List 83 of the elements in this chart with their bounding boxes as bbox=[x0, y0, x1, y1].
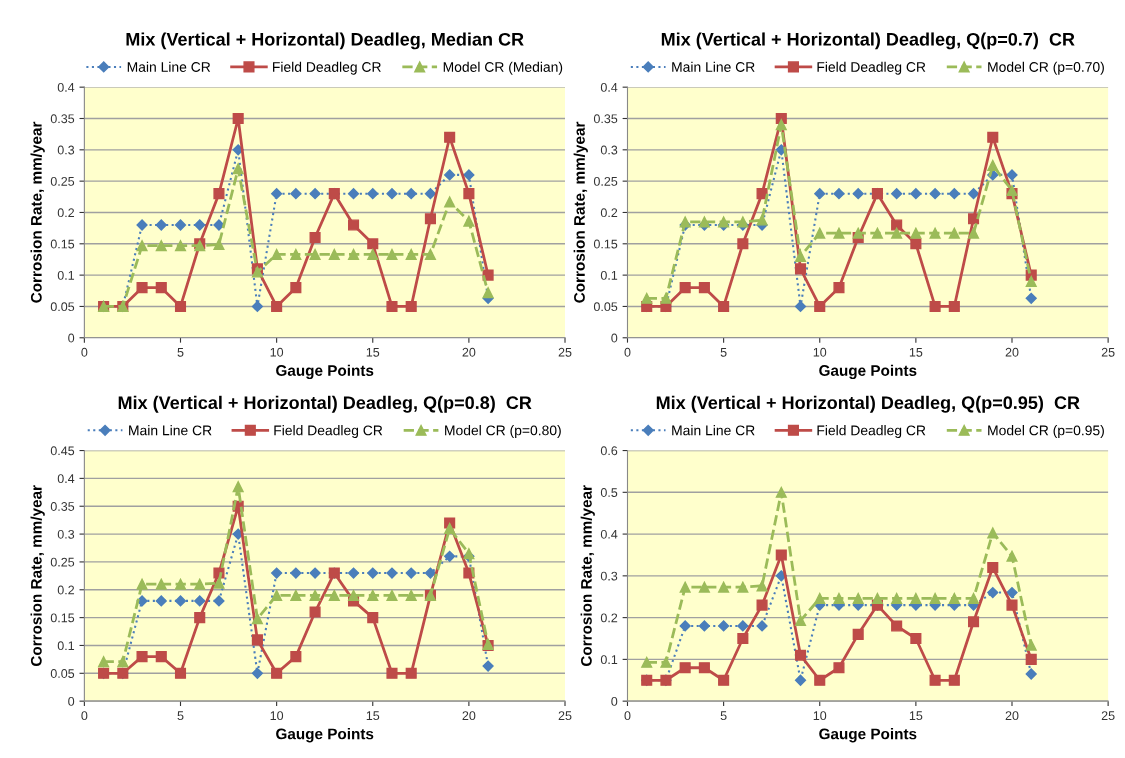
y-tick-label: 0.4 bbox=[57, 474, 75, 484]
y-tick-label: 0.35 bbox=[50, 114, 75, 124]
x-tick-label: 0 bbox=[624, 711, 631, 721]
y-axis-title: Corrosion Rate, mm/year bbox=[580, 485, 595, 667]
chart-title: Mix (Vertical + Horizontal) Deadleg, Q(p=0.7) CR bbox=[661, 32, 1075, 50]
x-tick-label: 20 bbox=[462, 347, 476, 357]
y-axis-title: Corrosion Rate, mm/year bbox=[30, 121, 45, 303]
y-tick-label: 0.3 bbox=[57, 529, 75, 539]
chart-title: Mix (Vertical + Horizontal) Deadleg, Q(p=0.8) CR bbox=[118, 395, 532, 413]
x-tick-label: 25 bbox=[558, 711, 572, 721]
x-tick-label: 25 bbox=[1101, 347, 1115, 357]
x-axis-title: Gauge Points bbox=[819, 728, 917, 743]
x-tick-label: 10 bbox=[813, 711, 827, 721]
y-tick-label: 0.25 bbox=[593, 176, 618, 186]
x-tick-label: 15 bbox=[366, 711, 380, 721]
y-tick-label: 0.15 bbox=[593, 239, 618, 249]
y-tick-label: 0.45 bbox=[50, 446, 75, 456]
x-tick-label: 0 bbox=[624, 347, 631, 357]
chart-title: Mix (Vertical + Horizontal) Deadleg, Median CR bbox=[126, 32, 524, 50]
y-tick-label: 0.3 bbox=[600, 145, 618, 155]
chart-title: Mix (Vertical + Horizontal) Deadleg, Q(p=0.95) CR bbox=[656, 395, 1080, 413]
y-tick-label: 0.4 bbox=[57, 82, 75, 92]
y-tick-label: 0.2 bbox=[600, 613, 618, 623]
legend-label: Main Line CR bbox=[672, 425, 755, 436]
legend-label: Model CR (p=0.70) bbox=[988, 61, 1104, 75]
legend-label: Field Deadleg CR bbox=[817, 425, 926, 439]
x-axis-title: Gauge Points bbox=[276, 728, 374, 743]
legend-label: Model CR (p=0.95) bbox=[988, 425, 1104, 439]
y-tick-label: 0.05 bbox=[593, 302, 618, 312]
y-tick-label: 0.2 bbox=[57, 208, 75, 218]
x-tick-label: 10 bbox=[270, 711, 284, 721]
y-tick-label: 0.15 bbox=[50, 613, 75, 623]
x-tick-label: 10 bbox=[270, 347, 284, 357]
x-tick-label: 5 bbox=[177, 347, 184, 357]
y-tick-label: 0.1 bbox=[600, 655, 618, 665]
y-tick-label: 0.5 bbox=[600, 488, 618, 497]
legend-label: Main Line CR bbox=[129, 425, 212, 436]
legend-label: Main Line CR bbox=[127, 61, 211, 72]
y-tick-label: 0.3 bbox=[600, 571, 618, 581]
y-tick-label: 0.35 bbox=[593, 114, 618, 124]
y-tick-label: 0.05 bbox=[50, 669, 75, 678]
y-tick-label: 0.2 bbox=[600, 208, 618, 218]
x-tick-label: 15 bbox=[366, 347, 380, 357]
x-tick-label: 5 bbox=[720, 711, 727, 721]
x-tick-label: 25 bbox=[1101, 711, 1115, 721]
y-tick-label: 0 bbox=[68, 333, 75, 343]
legend-label: Field Deadleg CR bbox=[274, 425, 383, 439]
y-tick-label: 0.4 bbox=[600, 529, 618, 539]
legend-label: Model CR (p=0.80) bbox=[445, 425, 561, 439]
y-tick-label: 0 bbox=[68, 696, 75, 706]
y-tick-label: 0.35 bbox=[50, 502, 75, 511]
x-tick-label: 25 bbox=[558, 347, 572, 357]
y-tick-label: 0.25 bbox=[50, 176, 75, 186]
y-tick-label: 0.1 bbox=[57, 641, 75, 651]
y-tick-label: 0.15 bbox=[50, 239, 75, 249]
y-tick-label: 0.05 bbox=[50, 302, 75, 312]
x-tick-label: 0 bbox=[81, 711, 88, 721]
y-tick-label: 0.4 bbox=[600, 82, 618, 92]
y-axis-title: Corrosion Rate, mm/year bbox=[30, 485, 45, 667]
y-tick-label: 0.1 bbox=[600, 270, 618, 280]
x-axis-title: Gauge Points bbox=[276, 364, 374, 380]
legend-label: Field Deadleg CR bbox=[817, 61, 926, 75]
y-tick-label: 0 bbox=[611, 696, 618, 706]
x-tick-label: 20 bbox=[1005, 711, 1019, 721]
x-tick-label: 15 bbox=[909, 711, 923, 721]
y-tick-label: 0.25 bbox=[50, 557, 75, 567]
x-axis-title: Gauge Points bbox=[819, 364, 917, 380]
x-tick-label: 0 bbox=[81, 347, 88, 357]
y-axis-title: Corrosion Rate, mm/year bbox=[573, 121, 588, 303]
y-tick-label: 0.2 bbox=[57, 585, 75, 595]
x-tick-label: 5 bbox=[720, 347, 727, 357]
legend-label: Model CR (Median) bbox=[443, 61, 563, 75]
legend-label: Field Deadleg CR bbox=[273, 61, 381, 75]
x-tick-label: 10 bbox=[813, 347, 827, 357]
x-tick-label: 20 bbox=[1005, 347, 1019, 357]
x-tick-label: 20 bbox=[462, 711, 476, 721]
x-tick-label: 15 bbox=[909, 347, 923, 357]
y-tick-label: 0.6 bbox=[600, 446, 618, 456]
legend-label: Main Line CR bbox=[672, 61, 755, 72]
x-tick-label: 5 bbox=[177, 711, 184, 721]
y-tick-label: 0.1 bbox=[57, 270, 75, 280]
y-tick-label: 0 bbox=[611, 333, 618, 343]
y-tick-label: 0.3 bbox=[57, 145, 75, 155]
